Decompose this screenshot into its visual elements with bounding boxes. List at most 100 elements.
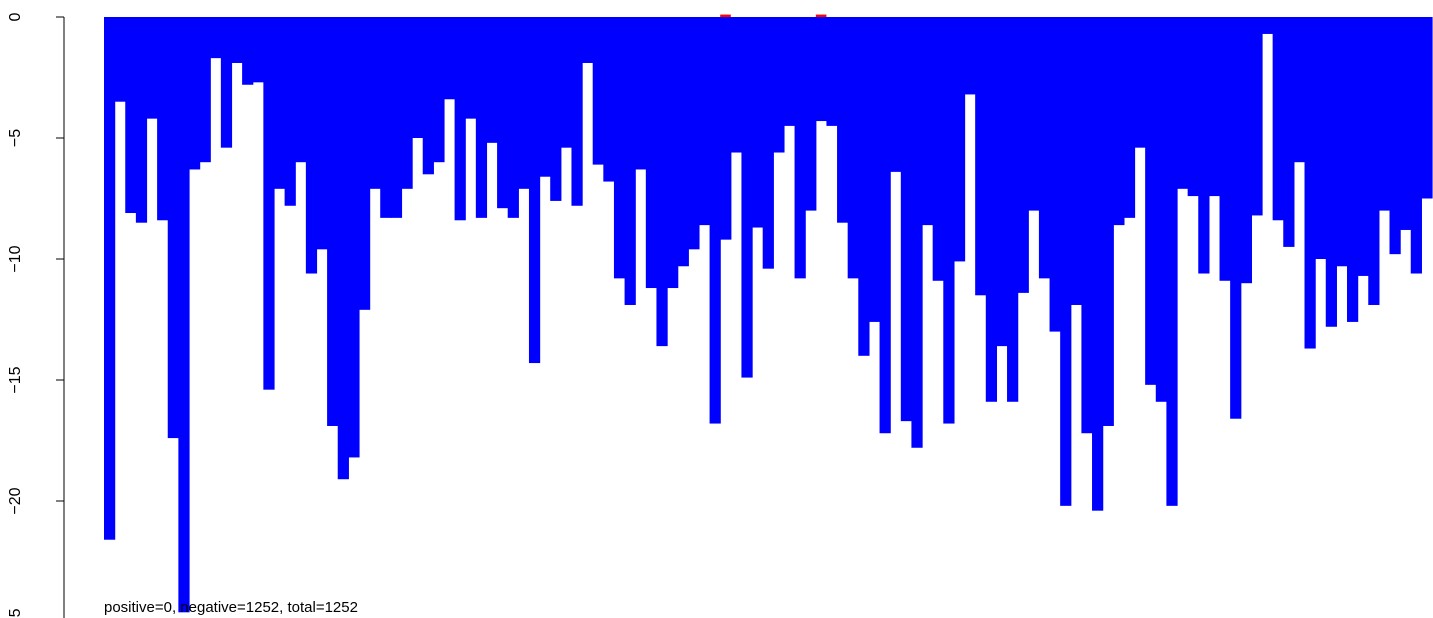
y-tick-label: −15 [7,366,24,393]
bar [1251,17,1263,216]
summary-annotation: positive=0, negative=1252, total=1252 [104,599,358,616]
bar [911,17,923,448]
bar [528,17,541,364]
bar [1357,17,1369,276]
bar [1325,17,1337,327]
bar [582,17,594,63]
bar [412,17,424,138]
bar [677,17,689,267]
bar [667,17,679,289]
bar [932,17,944,281]
bar [210,17,222,59]
bar [242,17,254,85]
bar [953,17,966,262]
bar [624,17,636,305]
bar [252,17,264,83]
bar [975,17,987,296]
bar [1049,17,1061,332]
y-tick-label: −10 [7,245,24,272]
bar [1315,17,1327,259]
bar [1240,17,1252,284]
bar [1304,17,1316,349]
positive-bar-marker [815,14,827,17]
bar [518,17,530,189]
bar [837,17,849,223]
bar [401,17,413,189]
bar [1060,17,1072,506]
bar [486,17,498,143]
bar [497,17,509,209]
bar [879,17,891,434]
positive-markers-layer [720,14,827,17]
bar [826,17,838,126]
bar [114,17,126,102]
bar [465,17,477,119]
bar [1400,17,1412,230]
bar [1347,17,1359,322]
bar [507,17,519,218]
bar [231,17,243,63]
bar [1102,17,1114,426]
bar [199,17,211,163]
bar [454,17,466,221]
bar [635,17,647,170]
y-tick-label: −5 [7,129,24,147]
bar [688,17,700,250]
bar [316,17,328,250]
bar [1410,17,1422,274]
bar [720,17,732,240]
bar [762,17,774,269]
bar [369,17,381,189]
bar [1272,17,1284,221]
bar [1208,17,1221,197]
bar [868,17,881,322]
bar [1293,17,1306,163]
bar [295,17,307,163]
bar [698,17,711,226]
bar [1336,17,1348,267]
bar [1145,17,1157,385]
bar [178,17,190,613]
bar [358,17,371,310]
bar [167,17,179,439]
bar [783,17,796,126]
bars-layer [104,17,1433,613]
bar [475,17,488,218]
bar [1187,17,1199,197]
bar [305,17,318,274]
bar [1198,17,1210,274]
bar [1123,17,1136,218]
bar [1155,17,1167,402]
bar [709,17,721,424]
bar [985,17,998,402]
bar [390,17,403,218]
bar [815,17,828,122]
bar [1262,17,1274,34]
bar [443,17,456,100]
bar [273,17,286,189]
bar [943,17,955,424]
bar [1219,17,1231,281]
bar [805,17,817,211]
y-tick-label: −20 [7,487,24,514]
bar [645,17,658,289]
bar [135,17,148,223]
bar [1166,17,1178,506]
y-axis: 0 −5 −10 −15 −20 −25 [7,12,65,618]
positive-bar-marker [720,14,731,17]
bar [157,17,169,221]
bar [220,17,233,148]
bar [996,17,1008,347]
bar [1081,17,1093,434]
bar [1092,17,1104,511]
bar [560,17,573,148]
bar [380,17,392,218]
bar [890,17,902,172]
bar [571,17,583,206]
bar [327,17,339,426]
bar [752,17,764,228]
bar [125,17,137,214]
bar [964,17,976,95]
bar [433,17,445,163]
bar [1028,17,1040,211]
